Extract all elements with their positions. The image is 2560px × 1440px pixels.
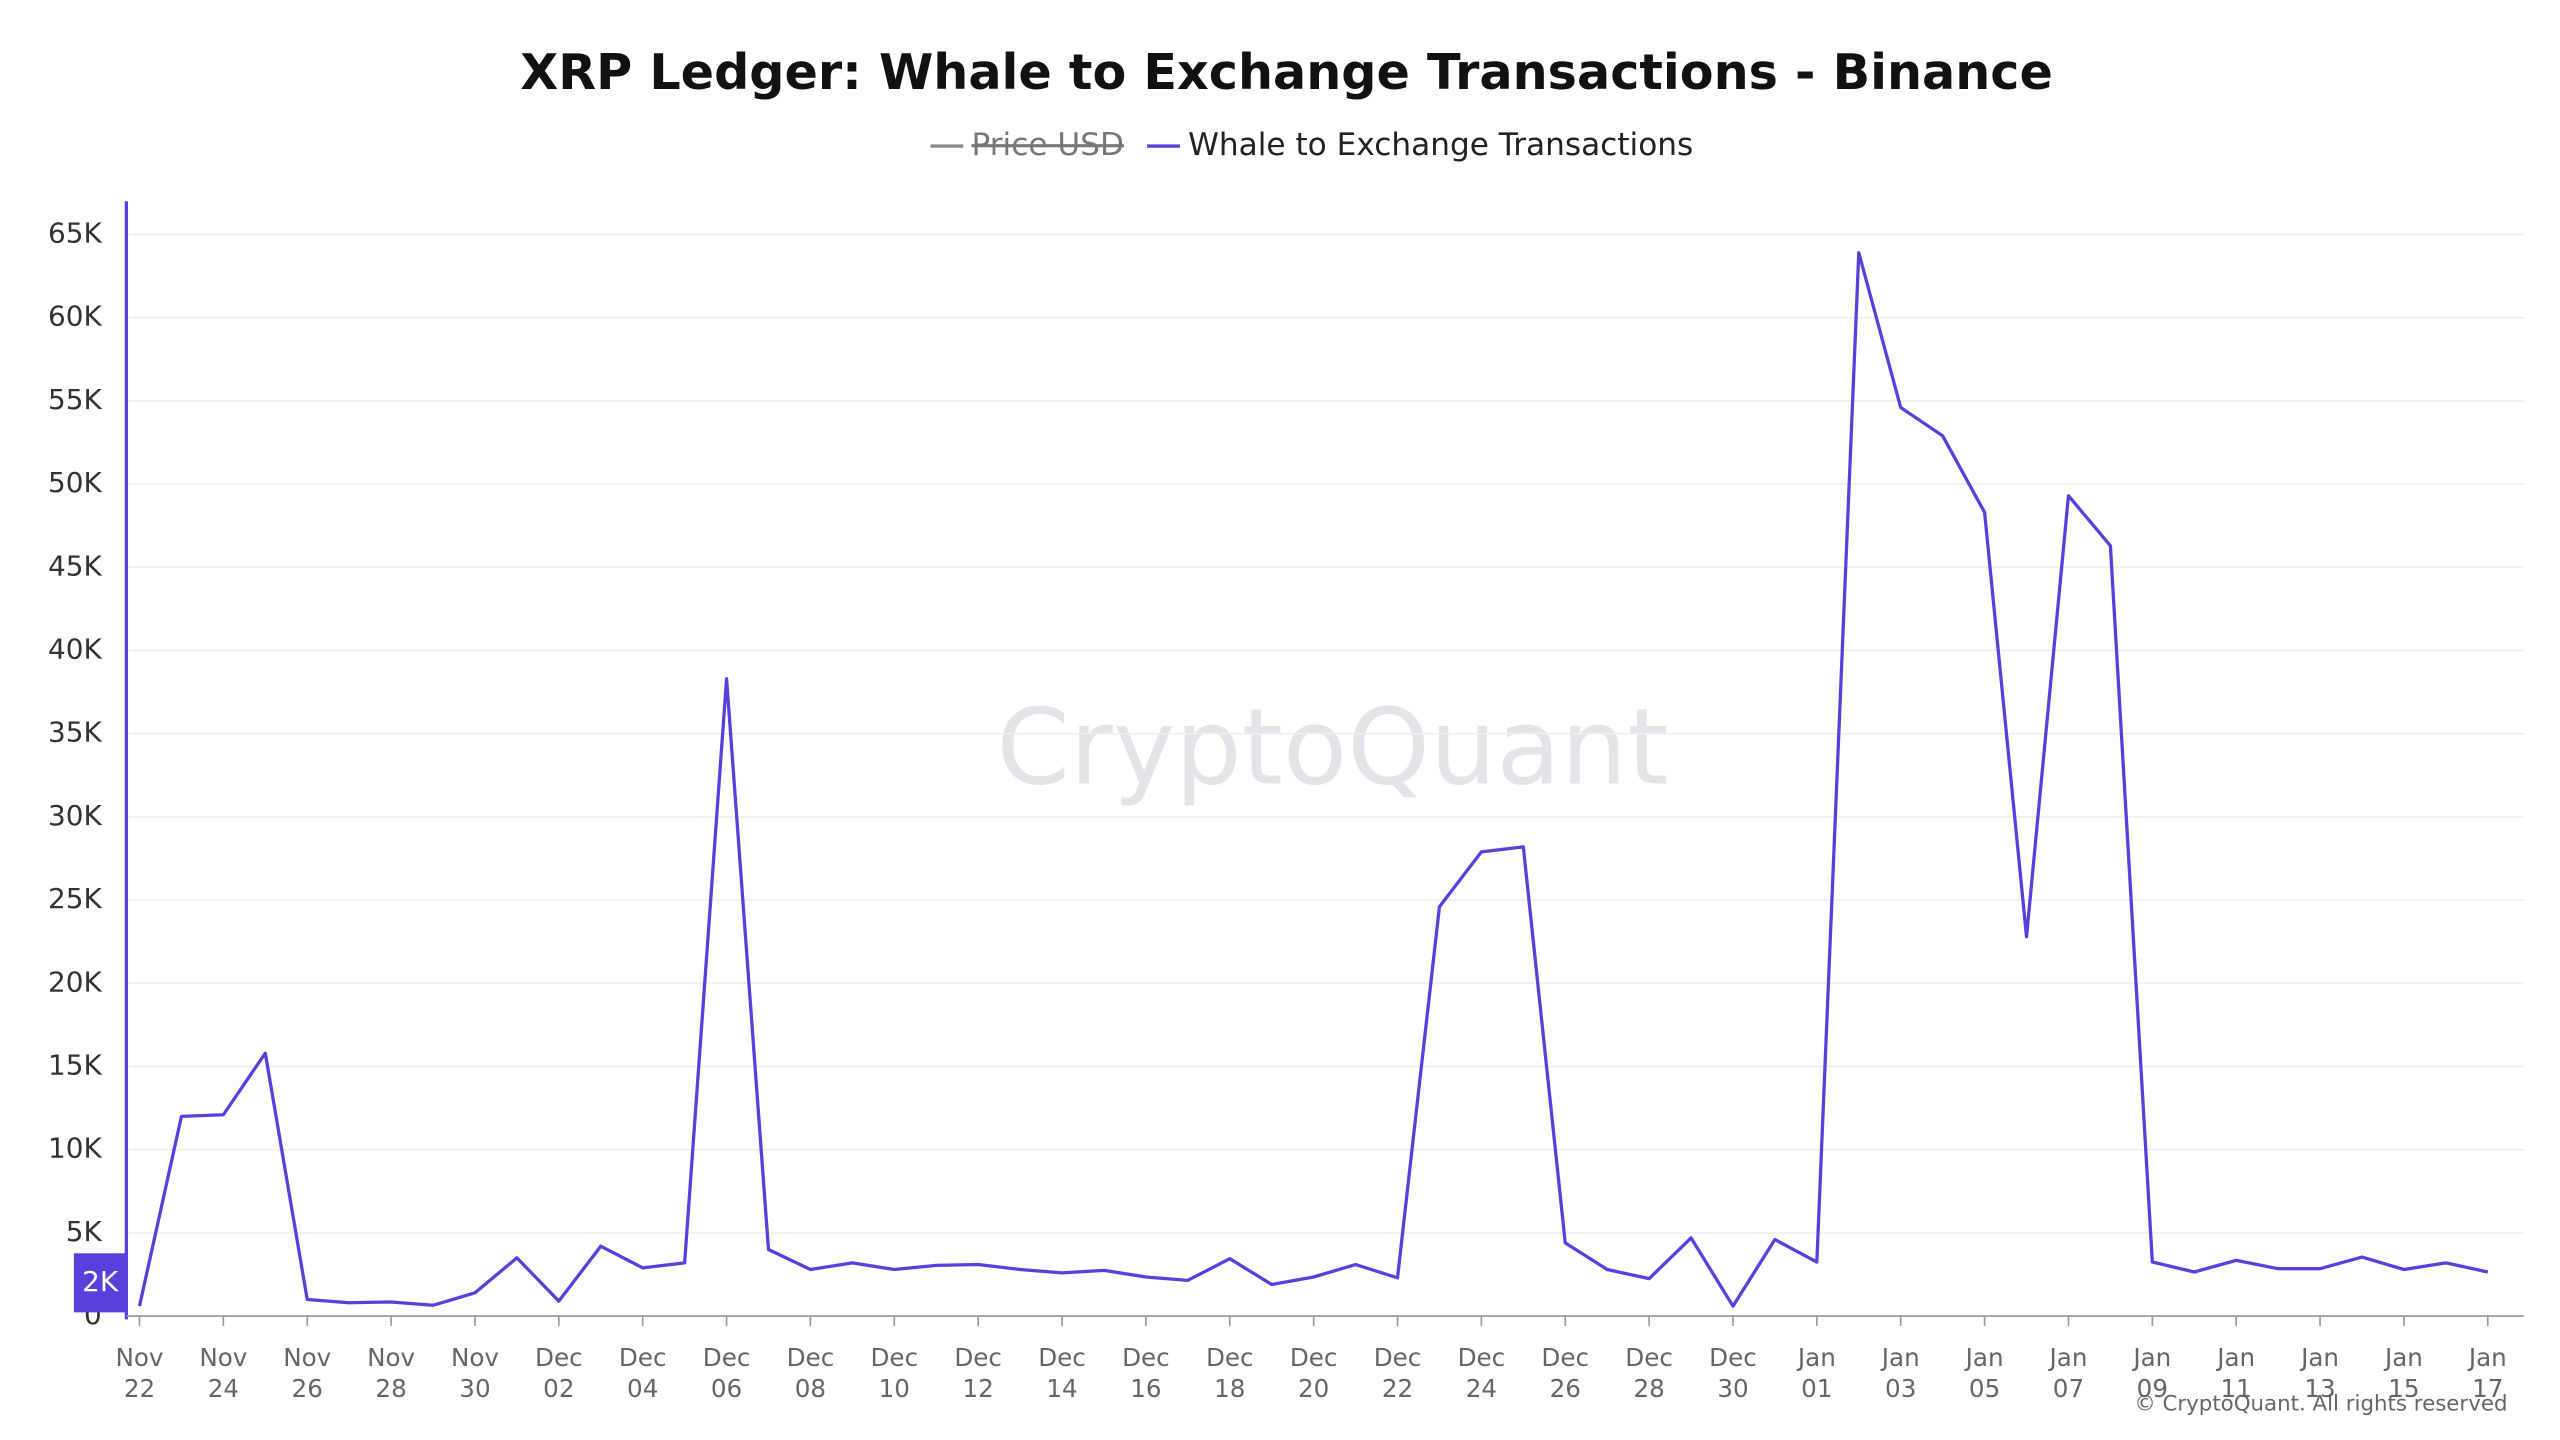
cursor-label: 2K [82, 1265, 119, 1298]
y-tick-label: 30K [48, 799, 102, 832]
x-tick-label: Dec 04 [619, 1343, 667, 1403]
y-tick-label: 35K [48, 716, 102, 749]
cursor-box [73, 1253, 127, 1313]
y-tick-label: 5K [66, 1215, 103, 1248]
watermark: CryptoQuant [996, 687, 1668, 809]
legend-label: Price USD [971, 127, 1123, 163]
x-tick-label: Dec 28 [1625, 1343, 1673, 1403]
y-tick-label: 45K [48, 549, 102, 582]
x-tick-label: Jan 01 [1796, 1343, 1836, 1403]
x-tick-label: Nov 22 [115, 1343, 163, 1403]
x-tick-label: Jan 09 [2131, 1343, 2171, 1403]
x-tick-label: Dec 02 [535, 1343, 583, 1403]
x-tick-label: Jan 05 [1964, 1343, 2004, 1403]
x-tick-label: Jan 07 [2047, 1343, 2087, 1403]
y-tick-label: 10K [48, 1132, 102, 1165]
y-tick-label: 65K [48, 216, 102, 249]
y-tick-label: 50K [48, 466, 102, 499]
y-tick-label: 40K [48, 632, 102, 665]
x-tick-label: Dec 12 [954, 1343, 1002, 1403]
data-line [137, 251, 2489, 1308]
y-tick-label: 25K [48, 882, 102, 915]
x-tick-label: Dec 30 [1709, 1343, 1757, 1403]
x-tick-label: Dec 14 [1038, 1343, 1086, 1403]
legend-label: Whale to Exchange Transactions [1188, 127, 1693, 163]
x-tick-label: Jan 17 [2467, 1343, 2507, 1403]
x-tick-label: Jan 11 [2215, 1343, 2255, 1403]
x-tick-label: Dec 16 [1122, 1343, 1170, 1403]
x-tick-label: Dec 06 [703, 1343, 751, 1403]
x-tick-label: Nov 26 [283, 1343, 331, 1403]
x-tick-label: Jan 13 [2299, 1343, 2339, 1403]
x-tick-label: Dec 26 [1541, 1343, 1589, 1403]
x-tick-label: Jan 15 [2383, 1343, 2423, 1403]
x-tick-label: Dec 18 [1206, 1343, 1254, 1403]
y-tick-label: 20K [48, 965, 102, 998]
chart-title: XRP Ledger: Whale to Exchange Transactio… [520, 43, 2053, 101]
x-tick-label: Nov 28 [367, 1343, 415, 1403]
x-tick-label: Dec 20 [1290, 1343, 1338, 1403]
y-tick-label: 15K [48, 1048, 102, 1081]
x-tick-label: Dec 10 [870, 1343, 918, 1403]
x-tick-label: Dec 08 [787, 1343, 835, 1403]
y-tick-label: 55K [48, 383, 102, 416]
x-tick-label: Nov 24 [199, 1343, 247, 1403]
x-tick-label: Nov 30 [451, 1343, 499, 1403]
y-tick-label: 60K [48, 300, 102, 333]
x-tick-label: Dec 24 [1458, 1343, 1506, 1403]
copyright: © CryptoQuant. All rights reserved [2134, 1392, 2507, 1417]
x-tick-label: Dec 22 [1374, 1343, 1422, 1403]
x-tick-label: Jan 03 [1880, 1343, 1920, 1403]
